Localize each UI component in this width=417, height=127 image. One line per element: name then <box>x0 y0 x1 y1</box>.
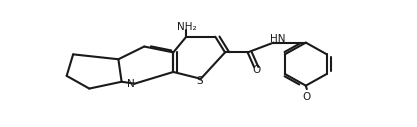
Text: O: O <box>252 65 261 75</box>
Text: O: O <box>303 92 311 102</box>
Text: N: N <box>128 79 135 89</box>
Text: S: S <box>197 76 203 86</box>
Text: HN: HN <box>270 34 286 44</box>
Text: NH₂: NH₂ <box>177 22 197 33</box>
